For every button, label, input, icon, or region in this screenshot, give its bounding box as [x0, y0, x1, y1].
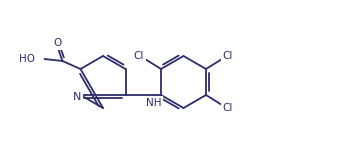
Text: N: N: [73, 92, 82, 102]
Text: NH: NH: [146, 98, 161, 108]
Text: Cl: Cl: [223, 103, 233, 113]
Text: Cl: Cl: [134, 51, 144, 61]
Text: HO: HO: [19, 54, 35, 64]
Text: Cl: Cl: [223, 51, 233, 61]
Text: O: O: [53, 38, 62, 48]
